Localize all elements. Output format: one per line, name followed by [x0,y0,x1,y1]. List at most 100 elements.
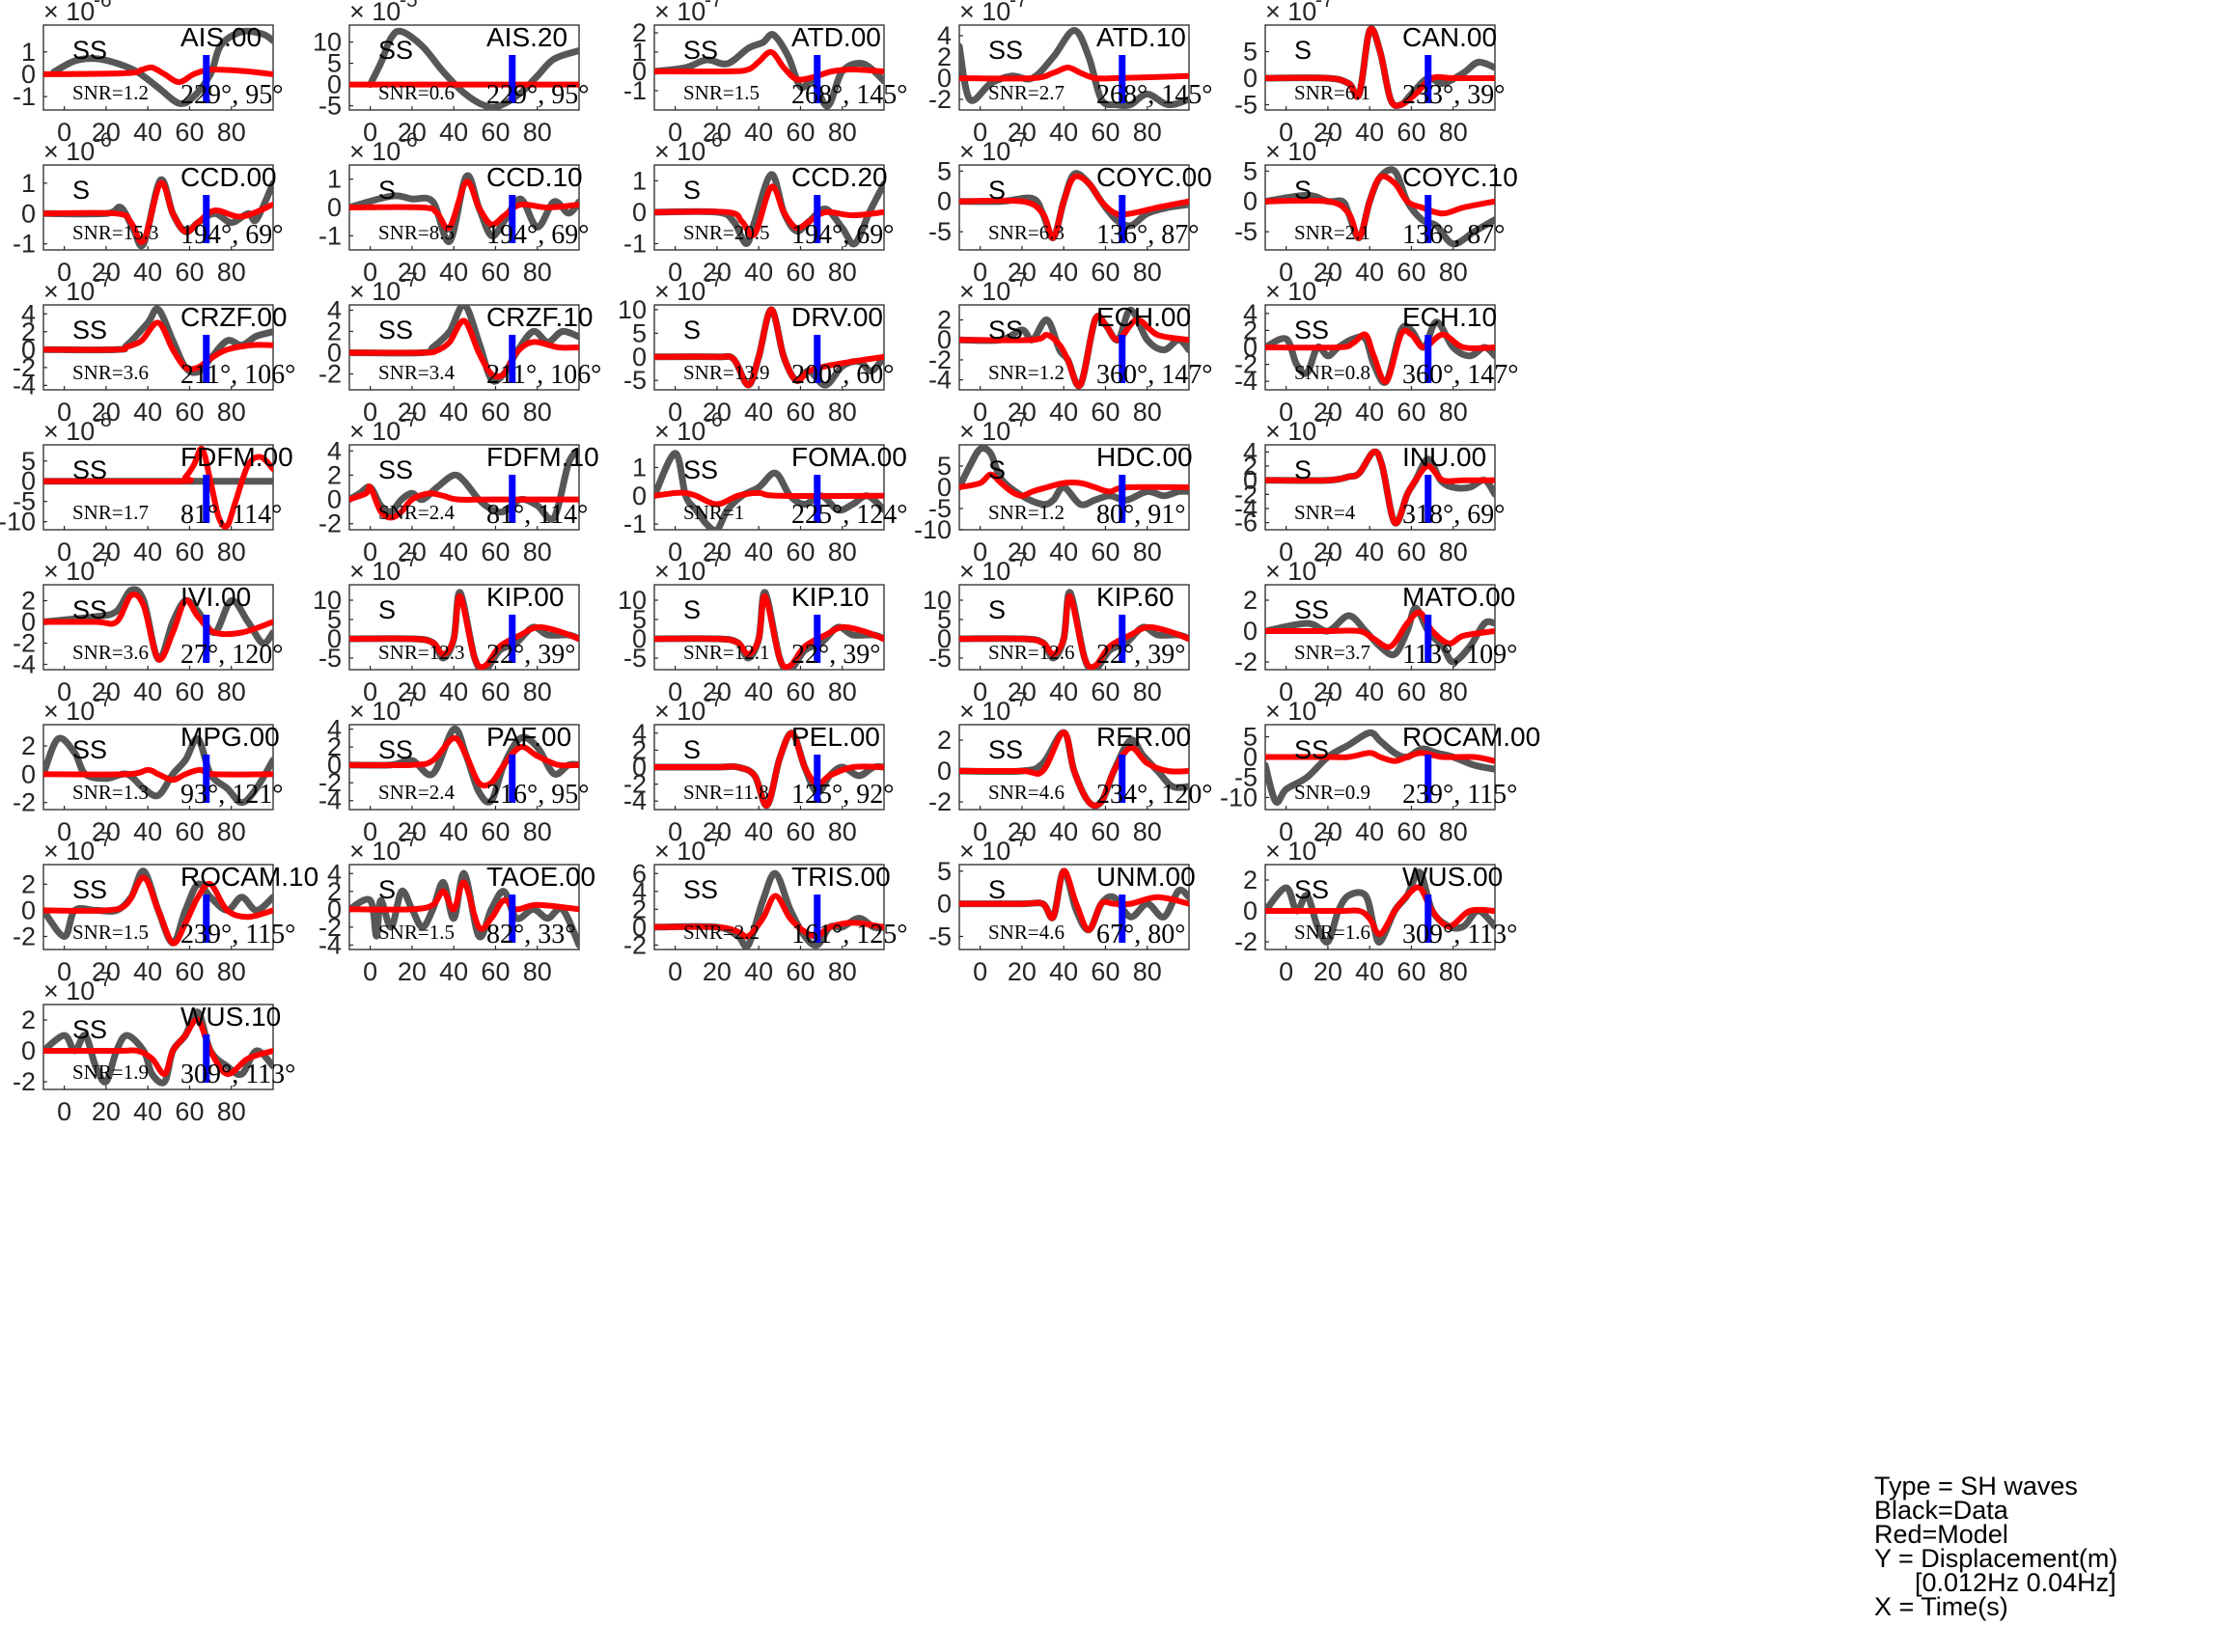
x-tick-label: 40 [1049,537,1078,566]
y-tick-label: 2 [21,869,36,898]
model-trace [1265,173,1495,241]
data-trace [367,27,579,110]
y-exponent: × 10 [349,277,401,306]
panel-unm-00: 0 20 40 60 80 5 0 -5 × 10-7 S UNM.00 SNR=4.6 67°, 80… [928,829,1196,986]
y-exponent: × 10 [43,277,95,306]
x-tick-label: 60 [786,398,815,427]
angles-label: 93°, 121° [180,780,283,810]
x-tick-label: 20 [1314,677,1342,706]
y-tick-label: -5 [318,92,342,121]
x-tick-label: 0 [668,398,682,427]
y-tick-label: 0 [937,624,952,653]
y-exponent: × 10 [349,137,401,166]
y-tick-label: 0 [937,757,952,785]
y-tick-label: -2 [1234,480,1258,509]
x-tick-label: 40 [1049,817,1078,846]
phase-label: S [378,176,396,205]
y-exponent: × 10 [43,137,95,166]
x-tick-label: 0 [57,258,71,287]
y-tick-label: -5 [1234,762,1258,791]
snr-label: SNR=1.5 [683,81,760,104]
model-trace [43,319,273,372]
y-tick-label: -4 [1234,367,1258,396]
y-exponent-power: -7 [1009,829,1028,851]
y-exponent: × 10 [959,697,1010,726]
y-tick-label: 10 [923,586,952,615]
x-tick-label: 40 [1355,258,1384,287]
waveform-area [959,867,1189,934]
y-tick-label: -2 [623,770,647,799]
waveform-area [1265,25,1495,110]
x-tick-label: 60 [1397,118,1425,147]
snr-label: SNR=1.3 [72,781,149,804]
model-trace [1265,750,1495,764]
model-trace [654,183,884,239]
y-exponent: × 10 [43,697,95,726]
x-tick-label: 80 [1439,537,1468,566]
y-exponent-power: -7 [1009,269,1028,291]
snr-label: SNR=6.1 [1294,81,1370,104]
x-tick-label: 60 [1397,817,1425,846]
station-label: FOMA.00 [791,442,907,472]
station-label: ATD.10 [1096,22,1186,52]
waveform-area [959,729,1189,810]
y-tick-label: 5 [327,605,342,634]
x-tick-label: 60 [175,1097,204,1126]
station-label: KIP.00 [486,582,564,612]
y-exponent-power: -7 [94,549,112,571]
station-label: CRZF.00 [180,302,287,332]
model-trace [43,445,273,530]
y-tick-label: -5 [1234,91,1258,120]
axes-box [42,444,274,531]
angles-label: 309°, 113° [180,1060,295,1089]
x-tick-label: 40 [133,677,162,706]
x-tick-label: 80 [1133,118,1162,147]
x-tick-label: 60 [481,258,510,287]
x-tick-label: 80 [523,398,552,427]
station-label: ATD.00 [791,22,881,52]
y-tick-label: 2 [1243,586,1258,615]
x-tick-label: 80 [828,957,857,986]
y-exponent: × 10 [654,697,705,726]
y-tick-label: 5 [21,447,36,476]
snr-label: SNR=13.9 [683,361,769,384]
x-tick-label: 20 [1008,817,1037,846]
axes-box [1264,24,1496,111]
y-exponent: × 10 [349,0,401,26]
angles-label: 234°, 120° [1096,780,1212,810]
y-tick-label: -4 [1234,494,1258,523]
station-label: DRV.00 [791,302,883,332]
snr-label: SNR=0.6 [378,81,455,104]
x-tick-label: 20 [92,957,121,986]
x-tick-label: 60 [175,258,204,287]
y-tick-label: -2 [928,345,952,374]
station-label: CCD.20 [791,162,888,192]
y-exponent-power: -7 [94,689,112,711]
data-trace [1265,604,1495,666]
y-tick-label: -10 [914,515,952,544]
snr-label: SNR=11.8 [683,781,769,804]
y-tick-label: 5 [937,605,952,634]
data-trace [43,1008,273,1087]
y-tick-label: -5 [623,366,647,395]
y-tick-label: 4 [937,21,952,50]
x-tick-label: 20 [92,677,121,706]
x-tick-label: 20 [1314,537,1342,566]
data-trace [959,445,1189,509]
y-tick-label: -2 [928,85,952,114]
y-tick-label: -1 [623,229,647,258]
angles-label: 268°, 145° [1096,80,1212,110]
y-tick-label: -2 [318,768,342,797]
y-tick-label: 4 [1243,437,1258,466]
y-tick-label: 0 [937,325,952,354]
angles-label: 360°, 147° [1096,360,1212,390]
x-tick-label: 40 [133,398,162,427]
x-tick-label: 60 [481,677,510,706]
